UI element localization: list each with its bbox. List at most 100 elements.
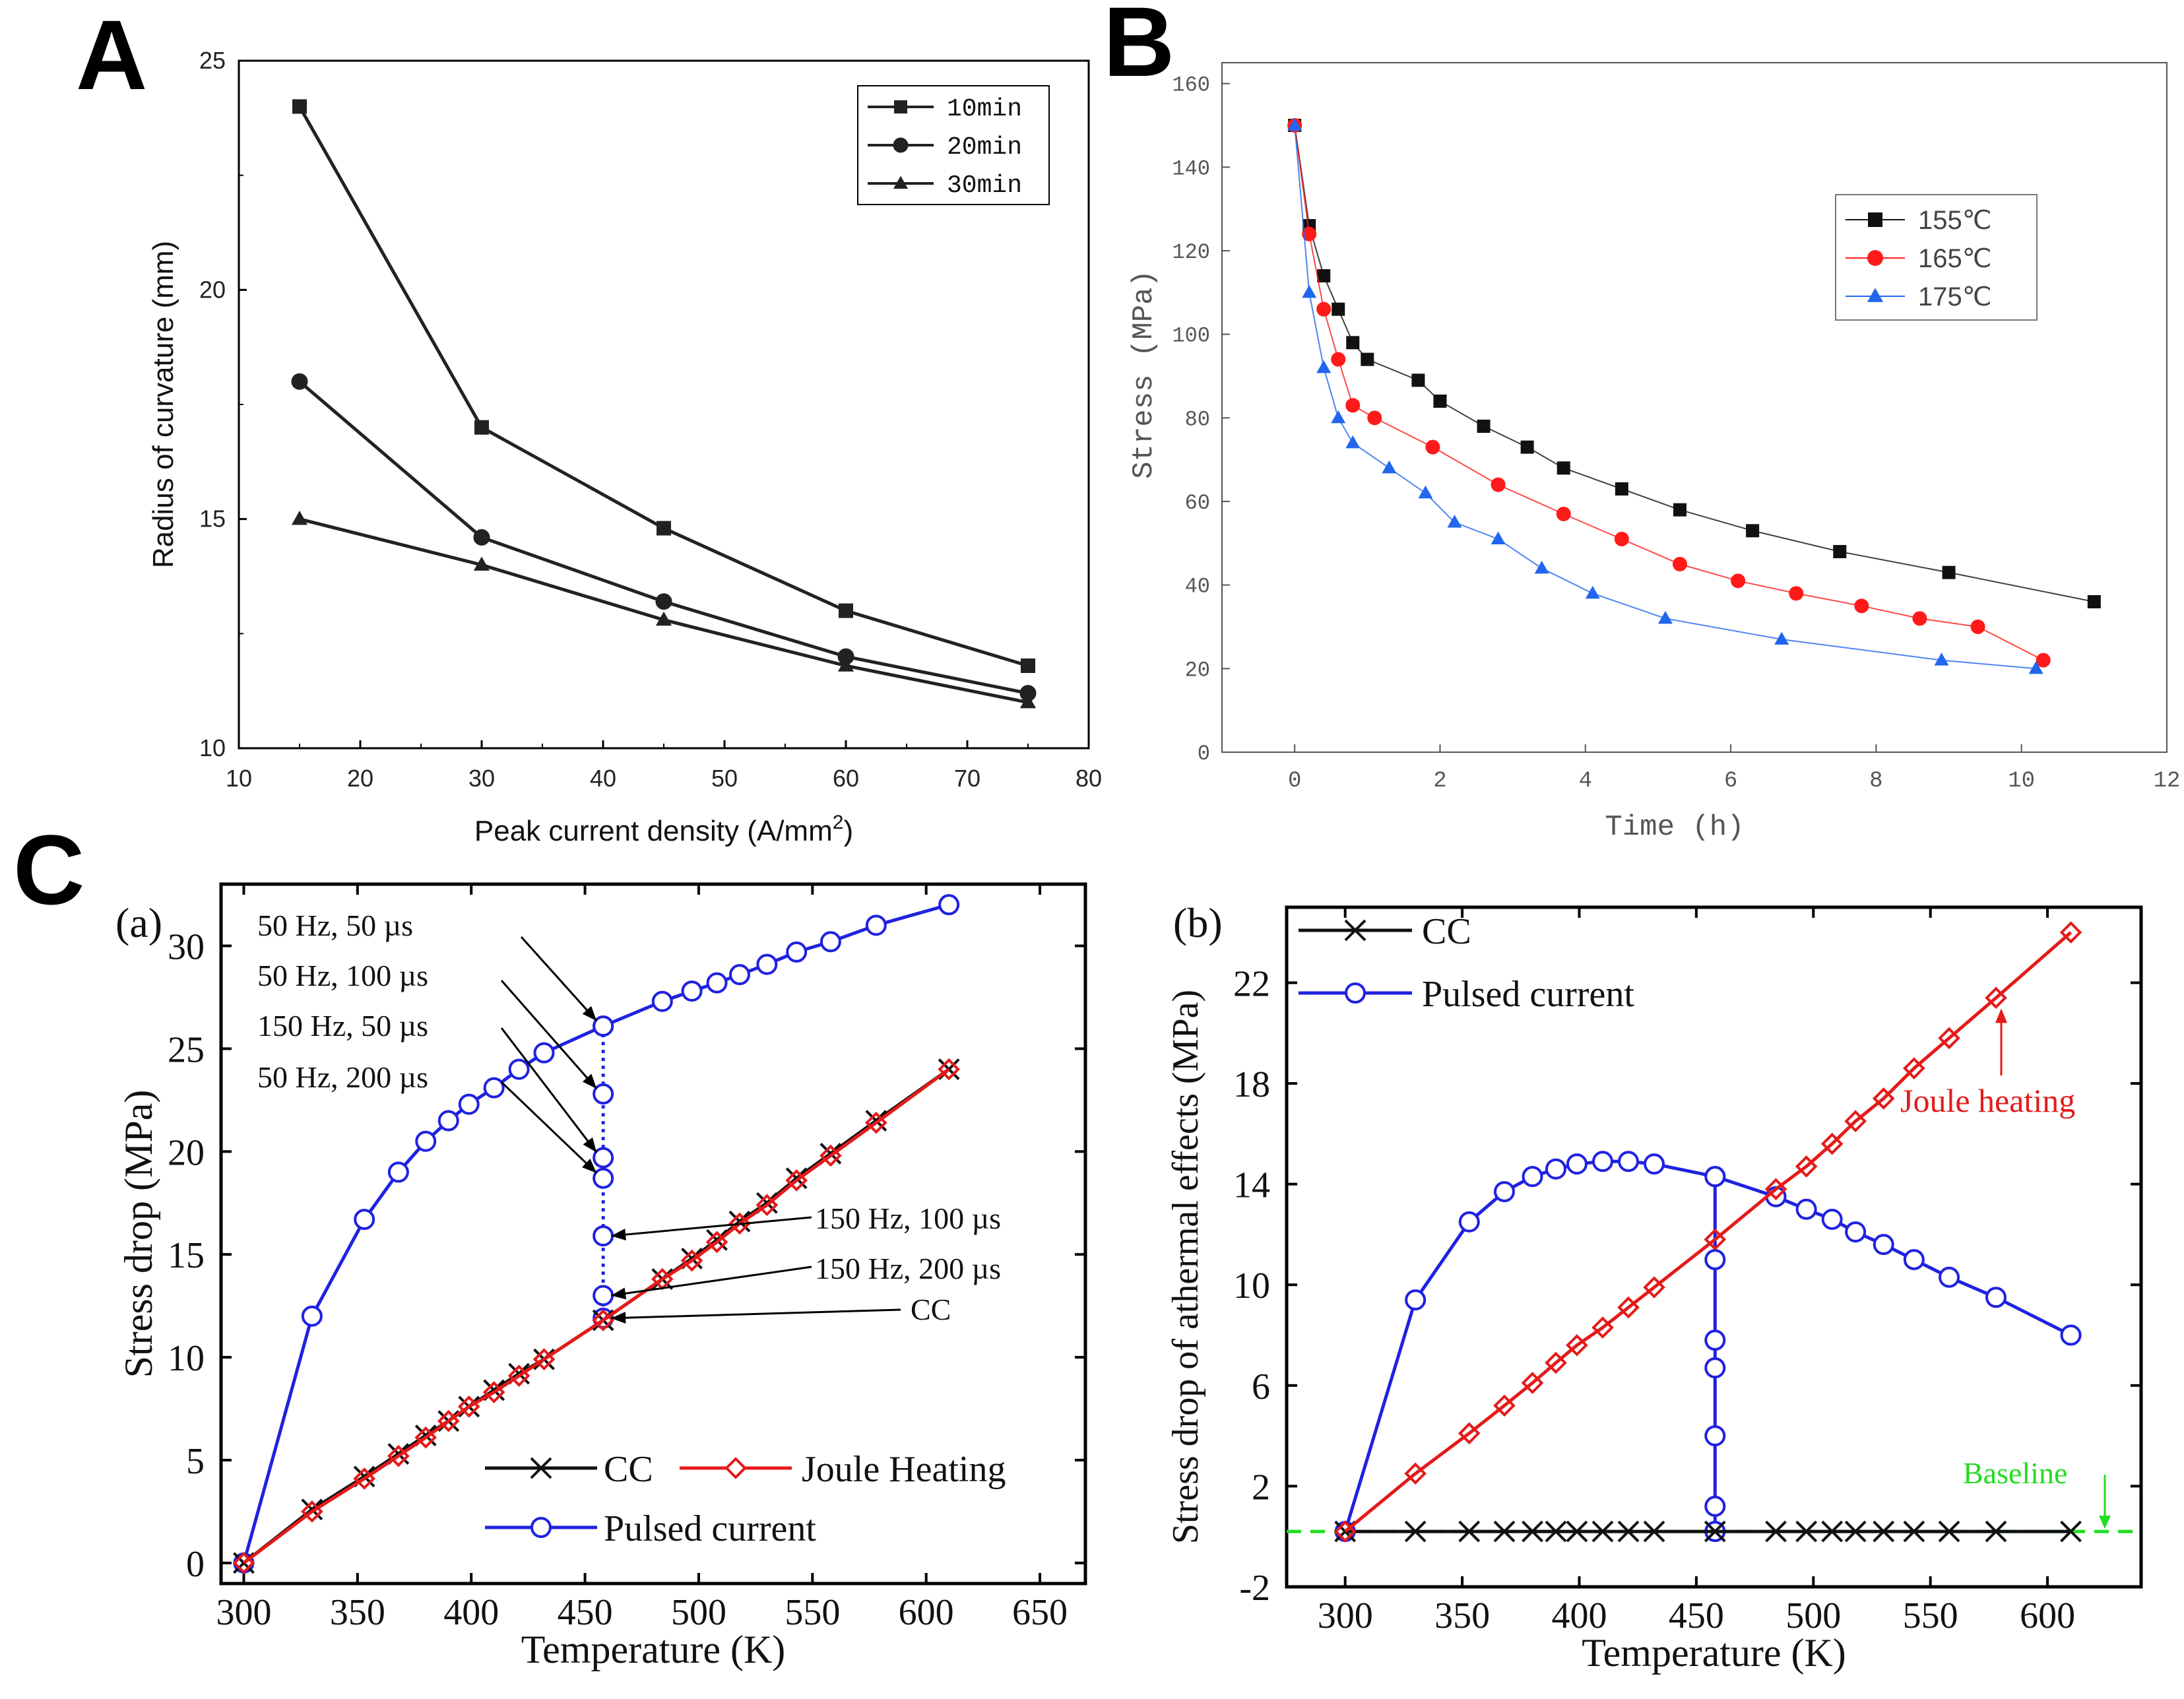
- panel-label-b: B: [1103, 0, 1174, 97]
- y-tick-label-ca: 30: [168, 927, 205, 968]
- chart-c-b: 300 350 400 450 500 550 600 -2 2 6 10 14 18 22 Tempera…: [1165, 899, 2143, 1675]
- data-point-Joule heating: [1938, 1027, 1960, 1050]
- data-point-Pulsed current (vertical): [593, 1015, 614, 1037]
- data-point-175℃: [1585, 585, 1600, 599]
- x-tick-label-cb: 400: [1551, 1595, 1607, 1636]
- data-point-Pulsed current: [1566, 1153, 1588, 1175]
- y-tick-label-b: 100: [1172, 324, 1210, 348]
- data-point-Pulsed current: [387, 1161, 409, 1183]
- data-point-165℃: [1854, 598, 1869, 614]
- x-tick-label-ca: 450: [558, 1592, 613, 1633]
- x-axis-label-b: Time (h): [1605, 811, 1744, 844]
- data-point-CC: [1458, 1520, 1481, 1543]
- data-point-Pulsed current: [2060, 1324, 2082, 1346]
- x-tick-label-ca: 650: [1012, 1592, 1068, 1633]
- data-point-Joule Heating: [728, 1212, 751, 1235]
- data-point-30min: [473, 556, 490, 571]
- x-tick-label-ca: 550: [785, 1592, 840, 1633]
- data-point-Pulsed current (vertical): [593, 1225, 614, 1247]
- annotation-arrow: [520, 936, 598, 1022]
- data-point-Joule Heating: [865, 1111, 887, 1134]
- data-point-20min: [655, 593, 672, 610]
- annotation-arrow-head: [611, 1229, 626, 1241]
- x-tick-label-b: 2: [1433, 769, 1446, 794]
- annotation-arrow: [500, 980, 598, 1089]
- y-tick-label-a: 20: [199, 276, 226, 303]
- y-axis-label-b: Stress (MPa): [1128, 270, 1161, 479]
- data-point-Pulsed current: [786, 941, 808, 963]
- data-point-Joule heating: [1764, 1178, 1787, 1201]
- data-point-Pulsed current: [729, 964, 750, 986]
- data-point-Joule Heating: [507, 1364, 530, 1387]
- data-point-Joule Heating: [785, 1169, 808, 1192]
- data-point-Pulsed current: [819, 931, 841, 953]
- y-tick-label-ca: 5: [186, 1441, 205, 1482]
- x-axis-label-close-a: ): [843, 815, 853, 847]
- legend-label-CC: CC: [1422, 911, 1471, 952]
- legend-label-155℃: 155℃: [1918, 206, 1992, 235]
- annotation-arrow-head: [582, 1159, 597, 1173]
- x-tick-label-cb: 550: [1903, 1595, 1958, 1636]
- legend-marker-pulsed: [530, 1517, 552, 1538]
- data-point-CC: [1873, 1520, 1895, 1543]
- x-tick-label-b: 12: [2154, 769, 2181, 794]
- data-point-155℃: [1557, 461, 1570, 475]
- data-point-Pulsed current (vertical): [1704, 1425, 1726, 1447]
- plot-frame-b: [1221, 62, 2168, 753]
- data-point-Pulsed current: [1903, 1249, 1925, 1271]
- legend-label-20min: 20min: [947, 133, 1022, 162]
- legend-label-CC: CC: [604, 1449, 653, 1490]
- data-point-175℃: [1302, 284, 1317, 298]
- data-point-Joule heating: [1493, 1394, 1516, 1417]
- y-axis-label-ca: Stress drop (MPa): [117, 1090, 160, 1378]
- y-tick-label-cb: 18: [1233, 1064, 1270, 1105]
- data-point-Joule Heating: [387, 1444, 410, 1467]
- data-point-Joule Heating: [437, 1409, 460, 1432]
- y-tick-label-b: 0: [1198, 742, 1210, 766]
- x-tick-label-a: 40: [590, 765, 616, 792]
- x-tick-label-a: 10: [226, 765, 252, 792]
- data-point-Pulsed current (vertical): [593, 1167, 614, 1189]
- x-axis-label-ca: Temperature (K): [521, 1628, 786, 1671]
- annotation-arrow-head: [582, 1074, 597, 1089]
- data-point-30min: [837, 657, 854, 672]
- data-point-30min: [1019, 693, 1037, 709]
- data-point-155℃: [1477, 420, 1491, 433]
- data-point-CC: [1795, 1520, 1818, 1543]
- data-point-Pulsed current (vertical): [1704, 1166, 1726, 1188]
- data-point-Pulsed current (vertical): [1704, 1249, 1726, 1271]
- data-point-155℃: [1346, 336, 1360, 350]
- data-point-Pulsed current: [1405, 1289, 1427, 1311]
- data-point-165℃: [1912, 611, 1927, 626]
- data-point-155℃: [1942, 565, 1956, 579]
- data-point-155℃: [1332, 302, 1345, 316]
- y-tick-label-a: 15: [199, 505, 226, 532]
- x-tick-label-ca: 300: [216, 1592, 271, 1633]
- data-point-155℃: [1361, 352, 1374, 366]
- annotation-arrow: [611, 1216, 812, 1237]
- data-point-Pulsed current (vertical): [1704, 1357, 1726, 1379]
- x-tick-label-b: 8: [1869, 769, 1882, 794]
- data-point-CC: [1985, 1520, 2007, 1543]
- data-point-155℃: [1673, 503, 1686, 517]
- data-point-Joule heating: [1844, 1110, 1867, 1133]
- data-point-CC: [1844, 1520, 1867, 1543]
- chart-a: 10 20 30 40 50 60 70 80 10 15 20 25 Peak current den…: [147, 47, 1102, 847]
- annotation-arrow-head: [611, 1287, 627, 1300]
- data-point-Pulsed current: [354, 1209, 375, 1231]
- data-point-Joule Heating: [482, 1381, 505, 1403]
- x-axis-label-sup-a: 2: [833, 812, 844, 833]
- data-point-175℃: [1345, 435, 1361, 449]
- data-point-Joule heating: [1617, 1296, 1640, 1319]
- annotation-label: 150 Hz, 100 µs: [815, 1202, 1001, 1235]
- x-tick-label-cb: 350: [1434, 1595, 1490, 1636]
- data-point-Joule Heating: [755, 1194, 779, 1217]
- y-tick-label-cb: 2: [1252, 1467, 1270, 1508]
- data-point-Joule heating: [1566, 1333, 1588, 1357]
- y-tick-label-a: 10: [199, 734, 226, 761]
- data-point-Joule Heating: [705, 1231, 728, 1254]
- data-point-175℃: [1934, 653, 1949, 666]
- data-point-155℃: [1317, 269, 1331, 282]
- y-tick-label-b: 60: [1185, 491, 1210, 515]
- legend-label-30min: 30min: [947, 172, 1022, 200]
